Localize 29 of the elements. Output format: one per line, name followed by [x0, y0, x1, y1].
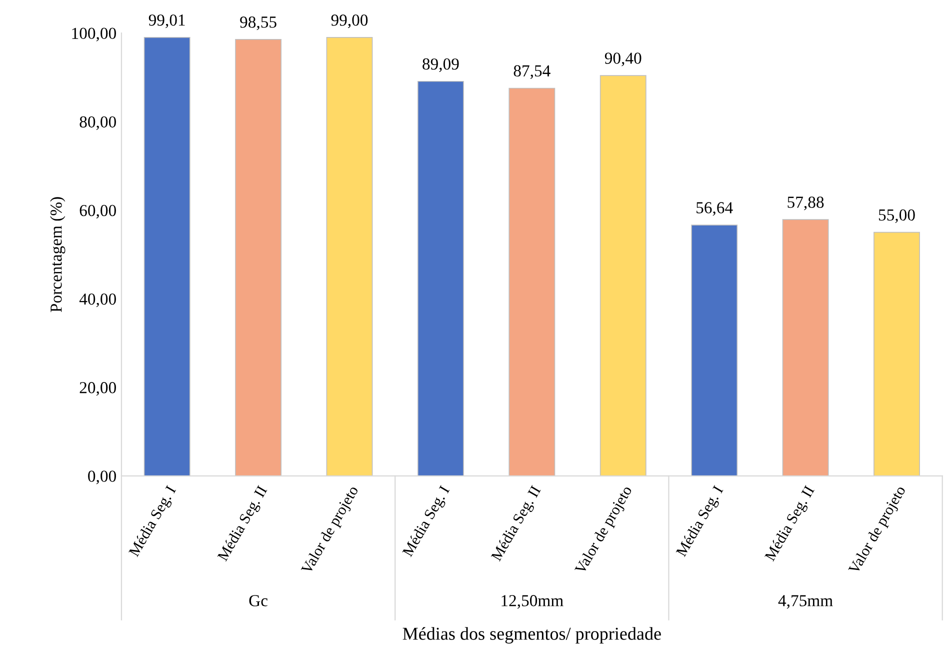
- y-tick-label: 40,00: [79, 293, 116, 308]
- bar: [874, 232, 920, 476]
- bar: [235, 39, 282, 476]
- data-label: 99,01: [148, 14, 185, 28]
- data-label: 99,00: [331, 14, 368, 28]
- bar: [417, 80, 464, 476]
- text: 12,50mm: [502, 595, 564, 609]
- data-label: 57,88: [788, 196, 824, 210]
- bar: [508, 88, 556, 476]
- y-axis-title: Porcentagem (%): [50, 197, 66, 312]
- data-label: 98,55: [240, 16, 276, 30]
- bar: [782, 219, 829, 476]
- data-label: 56,64: [696, 202, 733, 216]
- y-tick-label: 60,00: [80, 204, 116, 219]
- data-label: 90,40: [604, 52, 642, 66]
- data-label: 87,54: [514, 65, 550, 79]
- bar: [144, 37, 190, 476]
- data-label: 89,09: [422, 58, 459, 72]
- y-tick-label: 0,00: [88, 470, 116, 484]
- y-tick-label: 20,00: [80, 382, 116, 396]
- text: Gc: [249, 595, 268, 606]
- y-tick-label: 100,00: [72, 28, 116, 42]
- bar: [326, 37, 373, 476]
- y-tick-label: 80,00: [80, 116, 116, 130]
- bar: [600, 75, 646, 476]
- data-label: 55,00: [878, 209, 915, 224]
- x-axis-title: Médias dos segmentos/ propriedade: [402, 627, 661, 644]
- text: 4,75mm: [778, 595, 833, 609]
- bar: [691, 224, 738, 476]
